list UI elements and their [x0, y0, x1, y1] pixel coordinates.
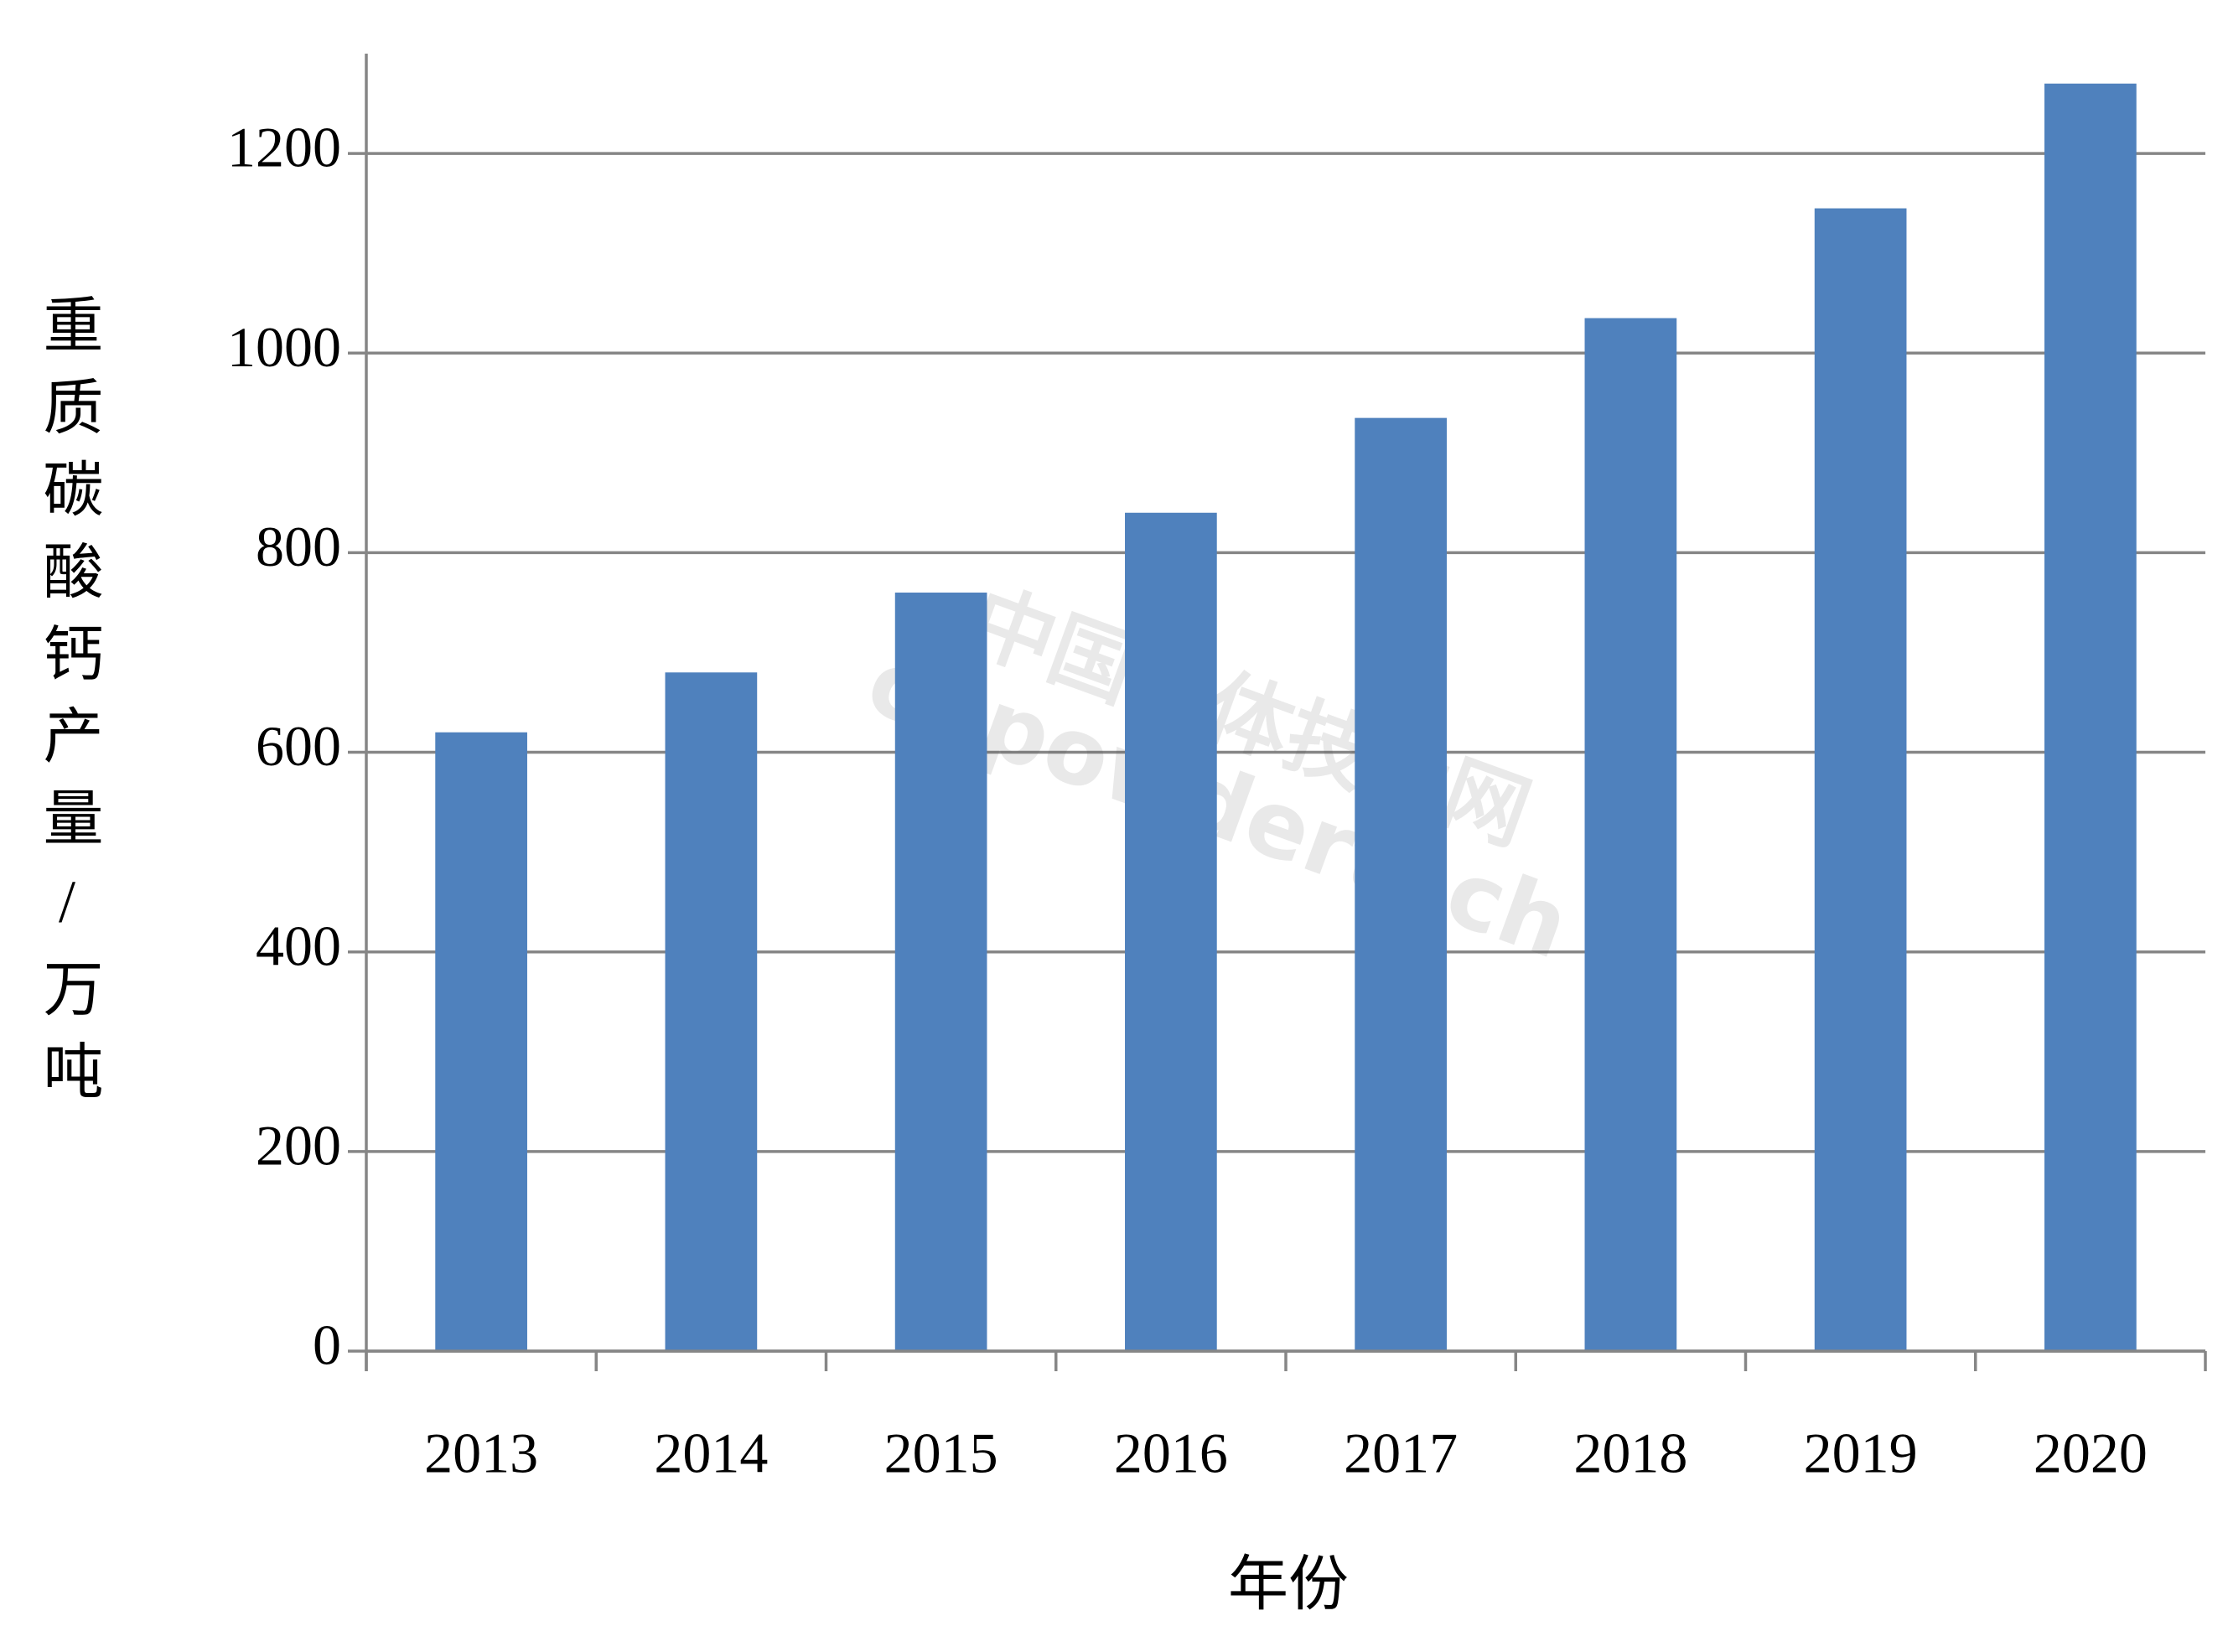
x-tick-label: 2016: [1114, 1422, 1228, 1485]
x-tick-label: 2014: [654, 1422, 768, 1485]
bar: [1355, 417, 1447, 1352]
x-tick-label: 2013: [424, 1422, 538, 1485]
x-tick-label: 2020: [2034, 1422, 2148, 1485]
y-tick-label: 200: [256, 1113, 341, 1177]
y-axis-label: 重质碳酸钙产量/万吨: [34, 293, 101, 1121]
bar: [2044, 83, 2137, 1352]
y-tick-label: 1000: [227, 315, 341, 379]
bar: [435, 732, 527, 1351]
bar: [1814, 208, 1907, 1352]
x-tick-label: 2019: [1804, 1422, 1918, 1485]
y-tick-label: 600: [256, 714, 341, 778]
y-tick-label: 400: [256, 914, 341, 977]
y-tick-label: 1200: [227, 116, 341, 179]
x-axis-label: 年份: [1228, 1551, 1349, 1618]
y-tick-label: 800: [256, 515, 341, 578]
x-tick-label: 2018: [1573, 1422, 1687, 1485]
y-tick-label: 0: [313, 1313, 341, 1377]
bar: [1584, 318, 1677, 1351]
bar: [894, 593, 987, 1351]
bar: [665, 672, 758, 1351]
x-tick-label: 2015: [884, 1422, 998, 1485]
bar: [1125, 512, 1217, 1351]
x-tick-label: 2017: [1344, 1422, 1458, 1485]
